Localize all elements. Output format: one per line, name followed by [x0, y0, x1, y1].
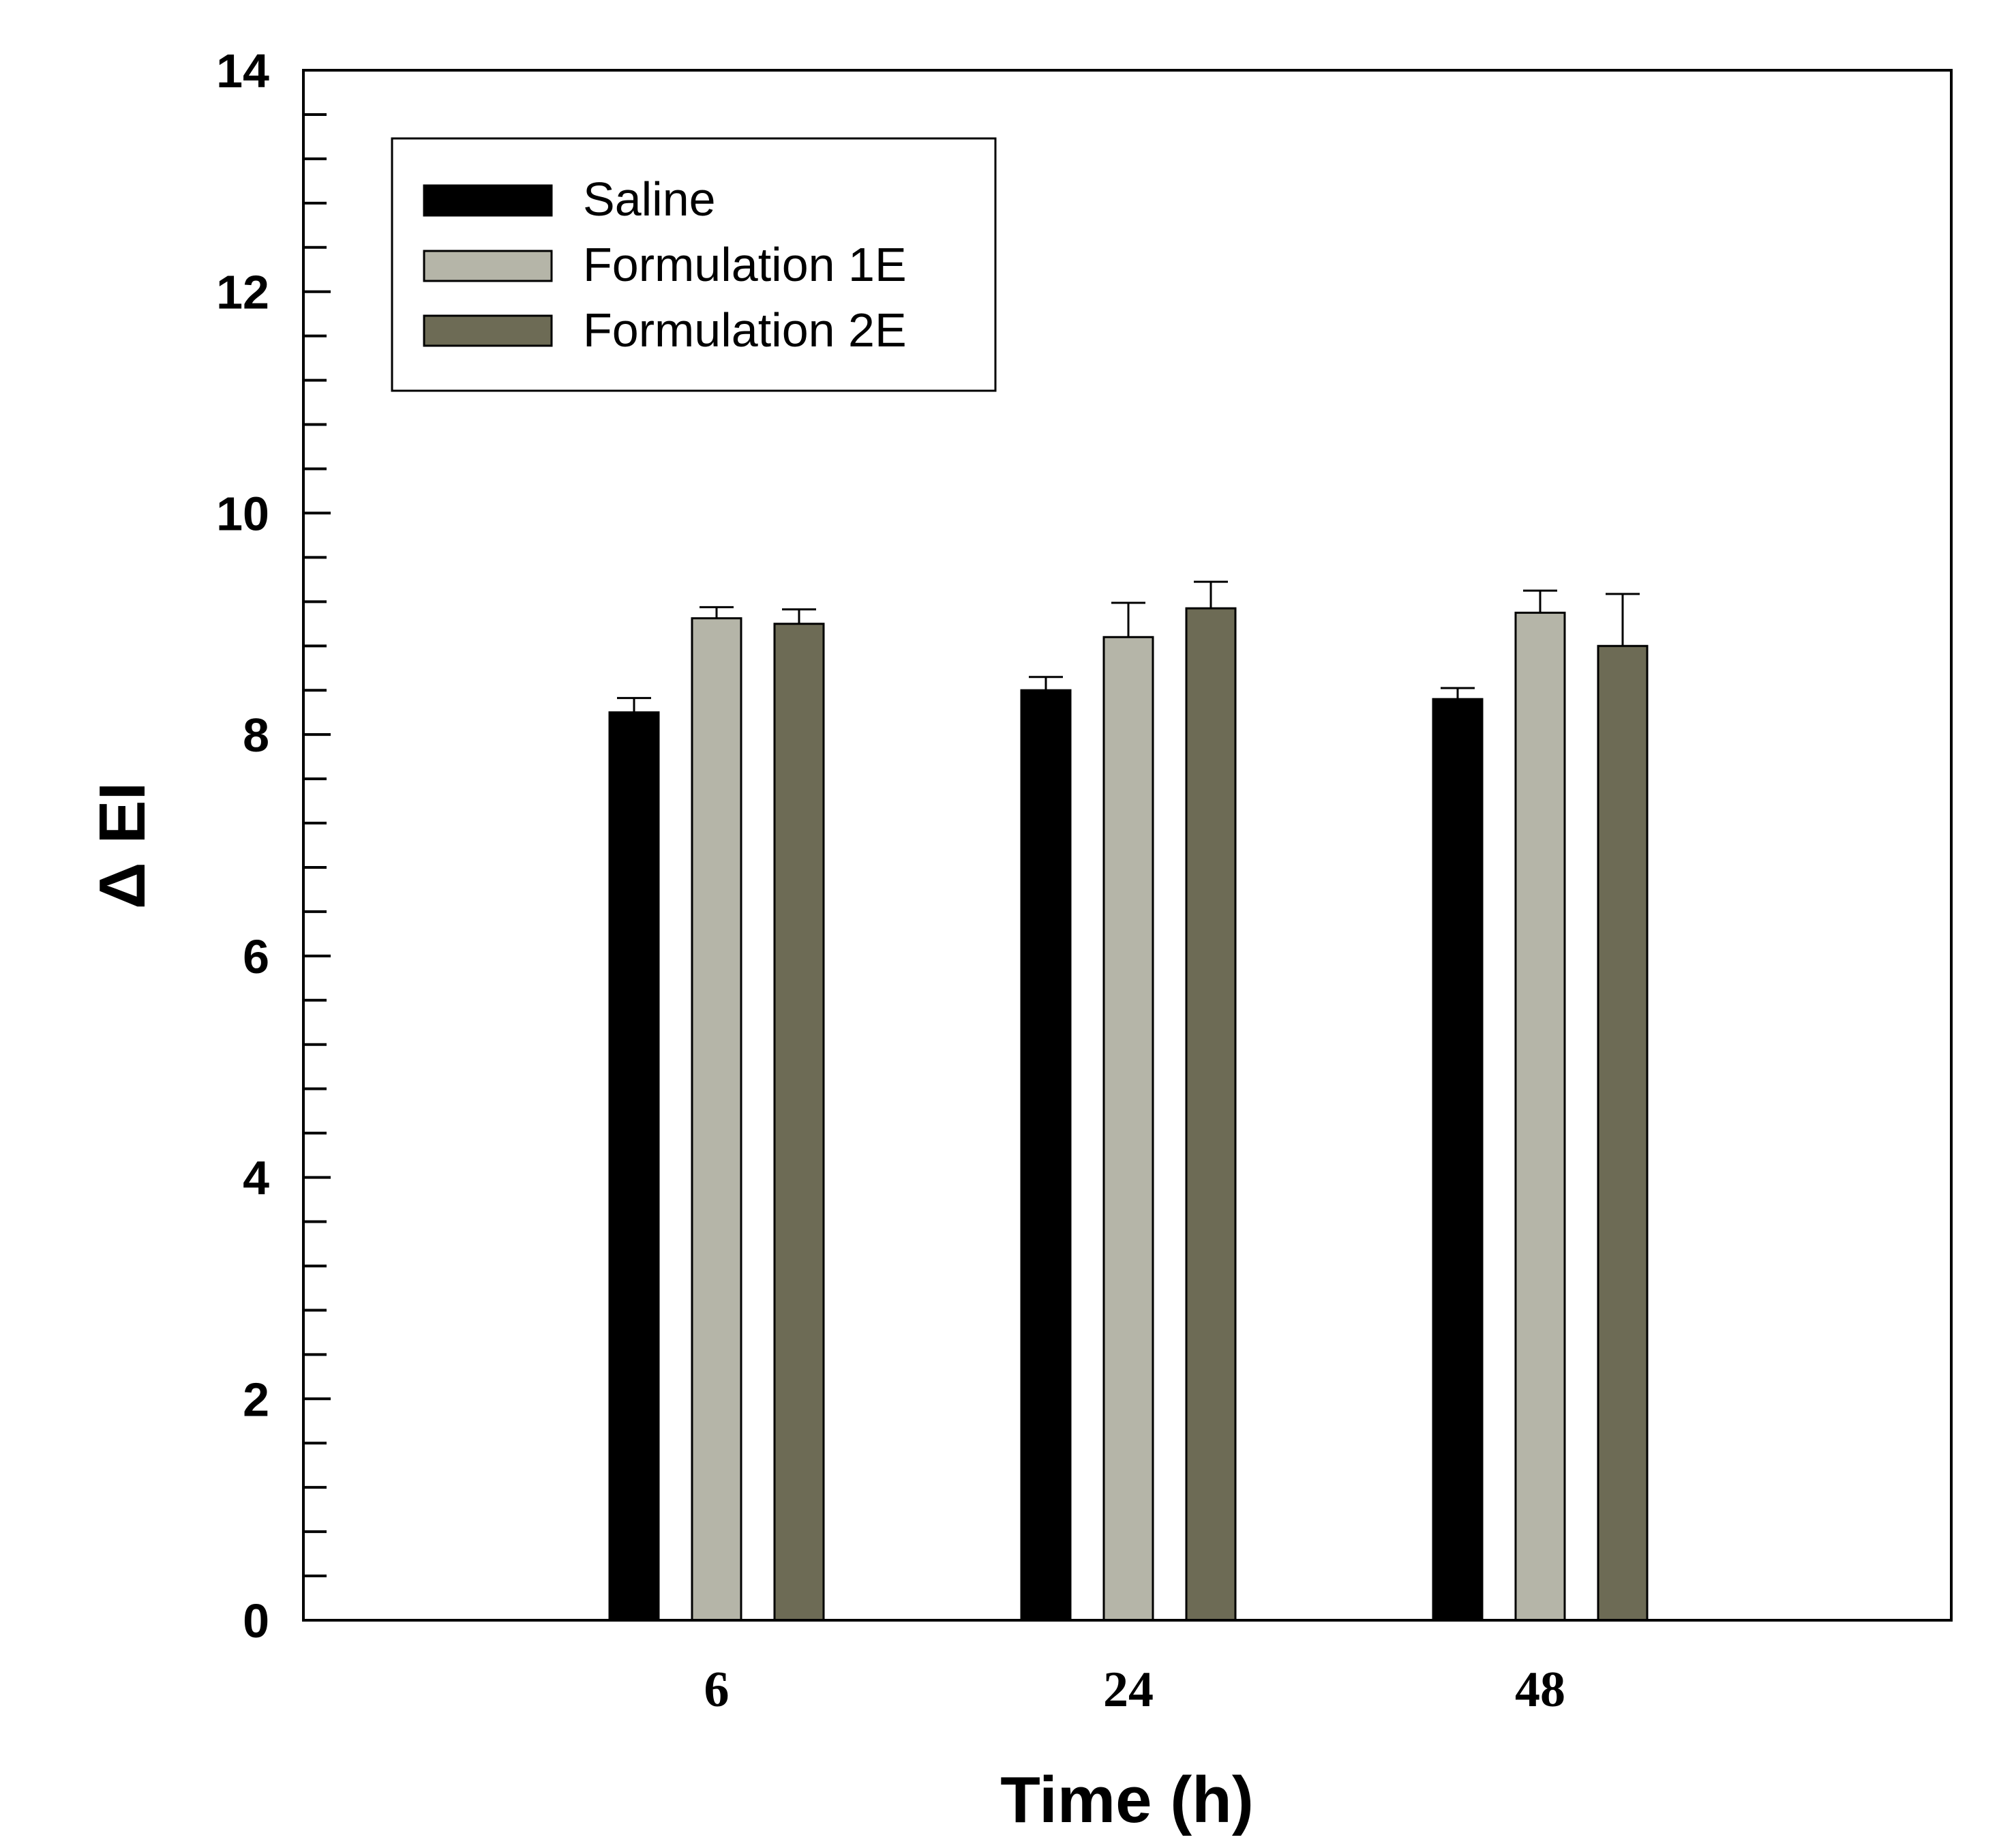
y-tick-label: 4 — [243, 1152, 269, 1205]
legend: Saline Formulation 1E Formulation 2E — [391, 137, 997, 392]
x-tick-label: 6 — [704, 1662, 730, 1718]
y-tick-label: 6 — [243, 930, 269, 983]
x-tick-label: 24 — [1103, 1662, 1154, 1718]
y-tick-label: 14 — [216, 44, 269, 98]
bar-formulation-1e-24h — [1102, 636, 1154, 1622]
bar-saline-24h — [1020, 689, 1072, 1622]
y-tick-label: 8 — [243, 709, 269, 762]
bar-formulation-2e-6h — [773, 623, 825, 1622]
legend-label-formulation-1e: Formulation 1E — [583, 238, 907, 291]
error-bars-layer — [617, 580, 1640, 713]
bar-saline-48h — [1432, 698, 1484, 1622]
legend-label-saline: Saline — [583, 173, 716, 226]
y-tick-label: 12 — [216, 266, 269, 319]
x-axis-title: Time (h) — [1000, 1763, 1254, 1836]
bar-formulation-2e-24h — [1185, 607, 1237, 1622]
y-tick-label: 10 — [216, 487, 269, 540]
legend-swatch-formulation-1e — [423, 250, 553, 282]
bar-saline-6h — [608, 711, 660, 1622]
legend-swatch-saline — [423, 184, 553, 217]
y-tick-label: 2 — [243, 1373, 269, 1426]
bar-formulation-2e-48h — [1597, 644, 1649, 1622]
x-tick-label: 48 — [1515, 1662, 1565, 1718]
bars-layer — [608, 607, 1649, 1622]
plot-frame — [302, 69, 1953, 1622]
y-axis-title: Δ EI — [86, 782, 159, 909]
x-axis-ticks: 6 24 48 — [704, 1662, 1566, 1718]
legend-label-formulation-2e: Formulation 2E — [583, 303, 907, 357]
y-tick-label: 0 — [243, 1594, 269, 1648]
bar-formulation-1e-6h — [691, 617, 742, 1622]
y-axis-ticks: 0 2 4 6 8 10 12 14 — [216, 44, 331, 1648]
legend-swatch-formulation-2e — [423, 314, 553, 347]
bar-formulation-1e-48h — [1514, 612, 1566, 1622]
